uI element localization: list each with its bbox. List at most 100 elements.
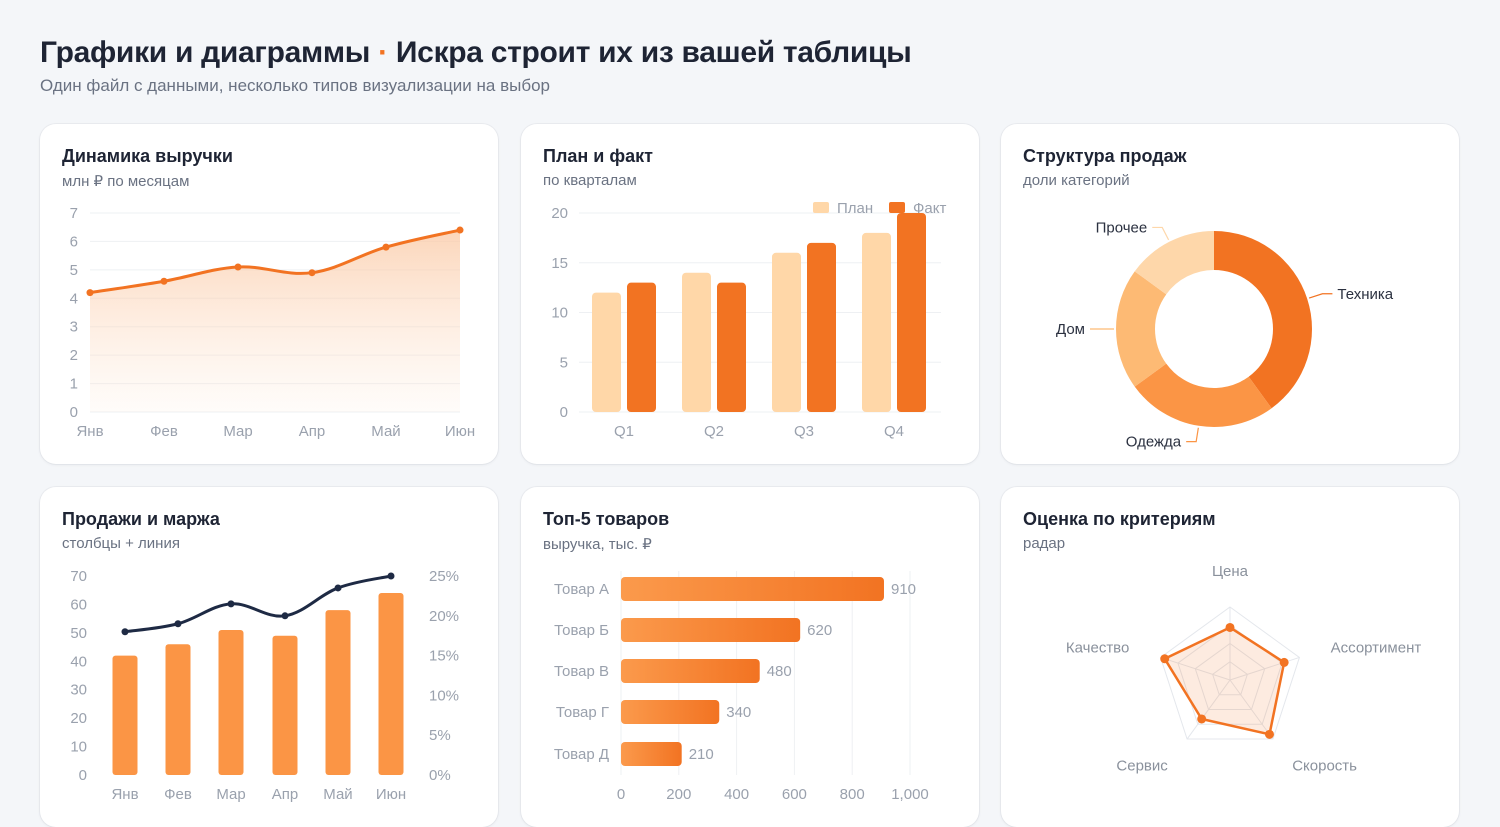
revenue-y-tick: 0: [70, 404, 78, 421]
donut-slice-3: [1134, 231, 1214, 295]
top5-y-label: Товар Б: [554, 622, 609, 639]
top5-y-label: Товар А: [554, 581, 609, 598]
radar-point: [1197, 714, 1207, 724]
donut-slice-0: [1214, 231, 1312, 409]
planfact-legend-swatch: [889, 202, 905, 213]
top5-bar: [621, 577, 884, 601]
salesmargin-bar: [272, 635, 298, 775]
top5-x-tick: 200: [666, 786, 691, 803]
top5-bar: [621, 742, 682, 766]
radar-axis-line: [1186, 679, 1231, 740]
planfact-legend-swatch: [813, 202, 829, 213]
top5-bar: [621, 618, 801, 642]
radar-axis-label: Качество: [1066, 639, 1129, 656]
revenue-card-title: Динамика выручки: [62, 146, 233, 166]
revenue-card-subtitle: млн ₽ по месяцам: [62, 173, 190, 190]
salesmargin-bar: [165, 644, 191, 775]
revenue-line: [89, 228, 461, 295]
top5-x-tick: 600: [782, 786, 807, 803]
salesmargin-margin-point: [227, 600, 235, 608]
salesmargin-margin-point: [174, 620, 182, 628]
planfact-card: 0 5 10 15 20 Q1 Q2 Q3 Q4 План Факт План и факт по …: [521, 124, 979, 464]
salesmargin-y-tick: 0: [79, 767, 87, 784]
salesmargin-y2-tick: 5%: [429, 727, 451, 744]
planfact-legend-label: План: [837, 200, 873, 217]
revenue-x-tick: Мар: [223, 423, 252, 440]
radar-axis-label: Цена: [1212, 563, 1249, 580]
top5-card: 0 200 400 600 800 1,000 910 Товар А 620 Товар Б 48…: [521, 487, 979, 827]
top5-card-title: Топ-5 товаров: [543, 509, 670, 529]
radar-point: [1264, 729, 1274, 739]
salesmargin-y2-tick: 15%: [429, 648, 459, 665]
top5-x-tick: 400: [724, 786, 749, 803]
salesmargin-y2-tick: 20%: [429, 608, 459, 625]
planfact-bar-plan: [862, 232, 891, 412]
radar-card-subtitle: радар: [1023, 535, 1066, 552]
planfact-legend-label: Факт: [913, 200, 946, 217]
donut-slice-1: [1134, 363, 1272, 428]
revenue-area-chart: 0 1 2 3 4 5 6 7 Янв Фев Мар Апр Май Июн: [70, 205, 476, 440]
salesmargin-x-tick: Мар: [216, 786, 245, 803]
revenue-point: [86, 289, 94, 297]
planfact-bar-fact: [717, 282, 746, 412]
planfact-bar-plan: [682, 272, 711, 412]
top5-x-tick: 0: [617, 786, 625, 803]
salesmargin-margin-point: [281, 612, 289, 620]
structure-card: Техника Одежда Дом Прочее Структура продаж …: [1001, 124, 1459, 464]
salesmargin-y-tick: 20: [70, 710, 87, 727]
planfact-card-title: План и факт: [543, 146, 653, 166]
radar-axis-line: [1160, 656, 1231, 681]
salesmargin-y2-tick: 10%: [429, 687, 459, 704]
top5-value-label: 910: [891, 581, 916, 598]
structure-card-subtitle: доли категорий: [1023, 172, 1130, 189]
radar-grid-ring: [1159, 606, 1301, 740]
planfact-y-tick: 10: [551, 305, 568, 322]
salesmargin-card: 0 10 20 30 40 50 60 70 0% 5% 10% 15% 20% 25% Янв Фев Мар…: [40, 487, 498, 827]
salesmargin-bar: [378, 593, 404, 775]
planfact-y-tick: 20: [551, 205, 568, 222]
salesmargin-y-tick: 60: [70, 596, 87, 613]
salesmargin-y-tick: 40: [70, 653, 87, 670]
salesmargin-y-tick: 70: [70, 568, 87, 585]
planfact-x-tick: Q1: [614, 423, 634, 440]
salesmargin-y-tick: 30: [70, 682, 87, 699]
donut-leader-line: [1186, 427, 1199, 443]
donut-label: Одежда: [1126, 434, 1182, 451]
radar-grid-ring: [1194, 642, 1266, 711]
salesmargin-margin-point: [387, 572, 395, 580]
title-separator: ·: [378, 36, 388, 69]
revenue-y-tick: 3: [70, 319, 78, 336]
radar-chart: Цена Ассортимент Скорость Сервис Качество: [1066, 563, 1421, 774]
revenue-y-tick: 1: [70, 376, 78, 393]
salesmargin-combo-chart: 0 10 20 30 40 50 60 70 0% 5% 10% 15% 20% 25% Янв Фев Мар…: [70, 568, 459, 803]
radar-point: [1225, 622, 1235, 632]
page-subtitle: Один файл с данными, несколько типов виз…: [40, 76, 550, 95]
salesmargin-bar: [325, 610, 351, 775]
top5-value-label: 620: [807, 622, 832, 639]
top5-y-label: Товар Г: [556, 704, 609, 721]
radar-grid-ring: [1212, 661, 1248, 696]
salesmargin-y-tick: 10: [70, 739, 87, 756]
donut-slice-2: [1116, 271, 1167, 387]
planfact-y-tick: 0: [560, 404, 568, 421]
revenue-y-tick: 2: [70, 347, 78, 364]
planfact-bar-fact: [897, 213, 926, 412]
salesmargin-x-tick: Фев: [164, 786, 192, 803]
top5-bar: [621, 700, 720, 724]
page-title-secondary: Искра строит их из вашей таблицы: [395, 36, 912, 69]
top5-hbar-chart: 0 200 400 600 800 1,000 910 Товар А 620 Товар Б 48…: [554, 571, 929, 803]
planfact-bar-plan: [592, 292, 621, 412]
planfact-card-subtitle: по кварталам: [543, 172, 637, 189]
radar-card-title: Оценка по критериям: [1023, 509, 1216, 529]
salesmargin-x-tick: Май: [323, 786, 352, 803]
salesmargin-bar: [112, 655, 138, 775]
salesmargin-margin-line: [124, 574, 392, 634]
revenue-point: [160, 277, 168, 285]
revenue-x-tick: Май: [371, 423, 400, 440]
salesmargin-y2-tick: 25%: [429, 568, 459, 585]
radar-axis-line: [1229, 679, 1274, 740]
page-title-main: Графики и диаграммы: [40, 36, 371, 69]
planfact-bar-fact: [627, 282, 656, 412]
revenue-x-tick: Июн: [445, 423, 475, 440]
revenue-point: [234, 263, 242, 271]
